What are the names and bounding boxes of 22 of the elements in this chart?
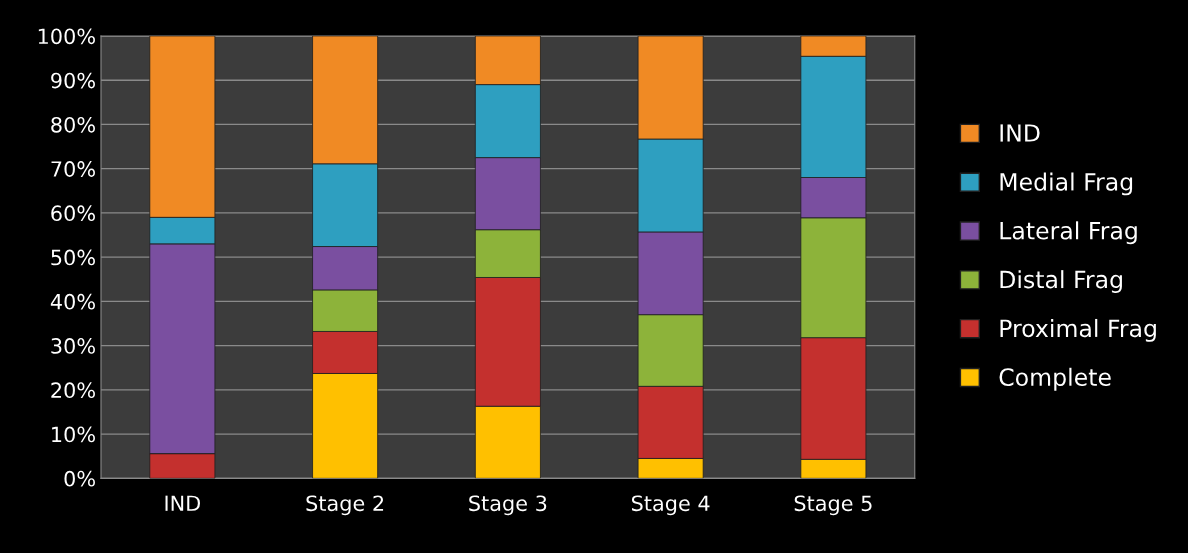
legend-label: Distal Frag bbox=[1000, 270, 1122, 293]
y-tick-label: 40% bbox=[50, 293, 95, 310]
x-tick-label: Stage 4 bbox=[631, 495, 710, 516]
y-tick-label: 100% bbox=[38, 28, 95, 45]
legend-label: Proximal Frag bbox=[1000, 318, 1156, 342]
y-tick-label: 80% bbox=[51, 116, 95, 133]
y-tick-label: 90% bbox=[51, 72, 95, 89]
legend-label: IND bbox=[1000, 124, 1040, 142]
y-tick-label: 50% bbox=[51, 249, 95, 266]
y-tick-label: 0% bbox=[64, 470, 95, 487]
legend-label: Medial Frag bbox=[1000, 172, 1133, 196]
y-tick-label: 10% bbox=[52, 426, 95, 443]
y-tick-label: 60% bbox=[51, 205, 95, 222]
x-tick-label: IND bbox=[165, 495, 201, 511]
legend-label: Lateral Frag bbox=[1000, 221, 1137, 245]
x-tick-label: Stage 2 bbox=[306, 495, 384, 516]
legend-label: Complete bbox=[999, 367, 1111, 391]
y-tick-label: 30% bbox=[51, 338, 95, 354]
x-tick-label: Stage 3 bbox=[469, 495, 547, 516]
y-tick-label: 20% bbox=[51, 382, 95, 399]
x-tick-label: Stage 5 bbox=[794, 495, 872, 516]
y-tick-label: 70% bbox=[51, 161, 95, 177]
